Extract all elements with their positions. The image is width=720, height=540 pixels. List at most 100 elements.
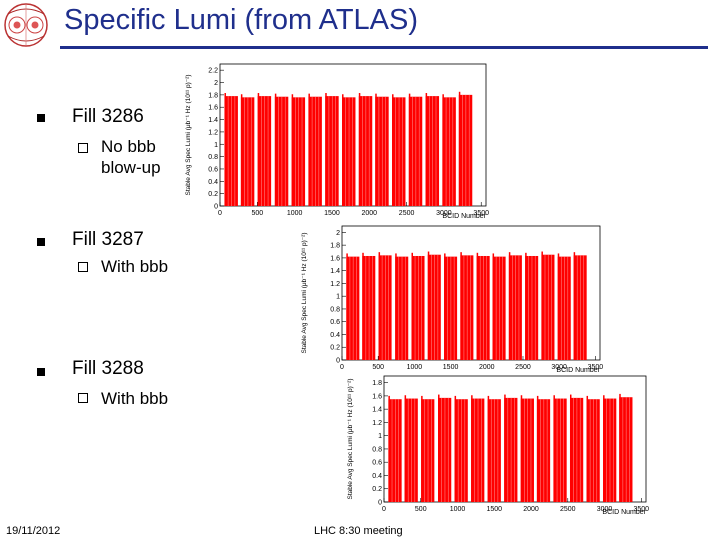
bar <box>250 97 252 206</box>
y-tick-label: 0.2 <box>330 345 340 352</box>
bar <box>381 96 383 206</box>
bar <box>427 251 430 360</box>
bar <box>267 96 269 206</box>
y-tick-label: 0.6 <box>208 166 218 173</box>
footer-date: 19/11/2012 <box>6 525 61 537</box>
bar <box>471 398 485 502</box>
bar <box>544 254 546 360</box>
x-tick-label: 3500 <box>634 506 650 513</box>
bar <box>349 256 351 360</box>
bar <box>527 398 528 502</box>
sub-bullet-text: With bbb <box>101 389 169 408</box>
y-tick-label: 2 <box>214 80 218 87</box>
bar <box>411 252 413 360</box>
x-tick-label: 500 <box>415 506 427 513</box>
y-tick-label: 0.2 <box>372 486 382 493</box>
bar <box>414 398 416 502</box>
bar <box>365 255 367 360</box>
bar <box>629 397 630 502</box>
bar <box>625 397 627 502</box>
bar <box>530 398 532 502</box>
bar <box>606 398 607 502</box>
bar <box>449 97 450 206</box>
bar <box>398 97 400 206</box>
bullet-icon <box>37 368 45 376</box>
bar <box>404 395 407 502</box>
x-axis-label: BCID Number <box>602 509 646 516</box>
bar <box>224 93 226 206</box>
bar <box>408 93 411 206</box>
bar <box>442 94 444 206</box>
bar <box>381 255 383 360</box>
bar <box>460 252 462 360</box>
bar <box>378 96 380 206</box>
bar <box>557 253 560 360</box>
y-tick-label: 0 <box>214 204 218 211</box>
bar <box>452 97 454 206</box>
bar <box>468 94 470 206</box>
bar <box>358 96 373 206</box>
bar <box>311 96 313 206</box>
bar <box>507 397 509 502</box>
bar <box>372 255 373 360</box>
bar <box>510 397 512 502</box>
bar <box>281 96 283 206</box>
bar <box>464 399 466 502</box>
bar <box>398 399 399 502</box>
sub-bullet-icon <box>78 393 88 403</box>
bar <box>425 93 428 206</box>
bar <box>551 254 552 360</box>
bar <box>593 399 594 502</box>
y-tick-label: 0.8 <box>372 446 382 453</box>
bar <box>398 256 400 360</box>
bar <box>573 397 574 502</box>
x-tick-label: 3000 <box>551 364 567 371</box>
bar <box>424 399 426 502</box>
bar <box>346 253 348 360</box>
sub-bullet-text: No bbb blow-up <box>101 137 161 177</box>
y-tick-label: 1.6 <box>330 255 340 262</box>
bar <box>315 96 316 206</box>
bar <box>391 399 393 502</box>
x-tick-label: 0 <box>218 210 222 217</box>
bar <box>622 397 624 502</box>
bar <box>358 93 361 206</box>
bar <box>407 398 409 502</box>
x-tick-label: 2500 <box>560 506 576 513</box>
bar <box>536 395 539 502</box>
bar <box>325 93 327 206</box>
y-tick-label: 1.2 <box>372 420 382 427</box>
bar <box>520 398 534 502</box>
x-axis-label: BCID Number <box>556 367 600 374</box>
bar <box>612 398 614 502</box>
bar <box>362 96 363 206</box>
bar <box>466 255 468 360</box>
bar <box>378 252 381 360</box>
bar <box>431 254 432 360</box>
bar <box>502 256 503 360</box>
x-tick-label: 2000 <box>479 364 495 371</box>
bar <box>490 399 492 502</box>
bar <box>547 254 549 360</box>
bar <box>463 255 465 360</box>
bar <box>346 256 360 360</box>
bar <box>476 252 479 360</box>
y-tick-label: 2 <box>336 230 340 237</box>
bar <box>528 255 530 360</box>
bar <box>418 96 420 206</box>
bar <box>298 97 299 206</box>
bar <box>404 398 418 502</box>
x-tick-label: 500 <box>251 210 263 217</box>
bar <box>362 252 364 360</box>
bar <box>454 395 457 502</box>
bar <box>603 395 605 502</box>
x-tick-label: 1000 <box>407 364 423 371</box>
y-tick-label: 1.2 <box>330 281 340 288</box>
bar <box>487 395 490 502</box>
y-tick-label: 1 <box>214 142 218 149</box>
bar <box>412 96 413 206</box>
x-axis-label: BCID Number <box>442 213 486 220</box>
bar <box>486 255 488 360</box>
bar <box>494 399 495 502</box>
bar <box>454 399 468 502</box>
